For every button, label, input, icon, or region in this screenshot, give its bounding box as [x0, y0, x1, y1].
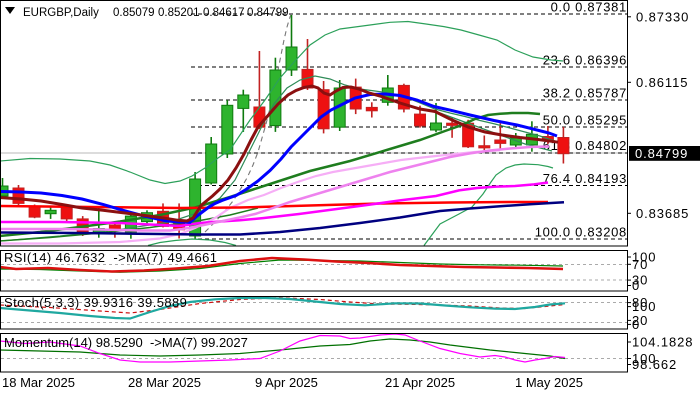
svg-text:0.83685: 0.83685 [636, 206, 689, 221]
svg-text:21 Apr 2025: 21 Apr 2025 [385, 375, 455, 390]
svg-text:23.6 0.86396: 23.6 0.86396 [543, 53, 627, 68]
svg-text:9 Apr 2025: 9 Apr 2025 [255, 375, 318, 390]
svg-text:Momentum(14) 98.5290 ->MA(7): Momentum(14) 98.5290 ->MA(7) 99.2027 [4, 335, 248, 350]
svg-text:1 May 2025: 1 May 2025 [515, 375, 583, 390]
svg-text:100: 100 [632, 299, 656, 314]
svg-text:0.84799: 0.84799 [635, 146, 688, 161]
svg-text:76.4 0.84193: 76.4 0.84193 [543, 171, 627, 186]
svg-text:0: 0 [632, 278, 640, 293]
svg-text:100: 100 [632, 250, 656, 265]
svg-text:38.2 0.85787: 38.2 0.85787 [543, 85, 627, 100]
svg-text:80: 80 [632, 295, 648, 310]
svg-text:28 Mar 2025: 28 Mar 2025 [128, 375, 201, 390]
svg-text:0.0 0.87381: 0.0 0.87381 [551, 0, 627, 14]
svg-text:50.0 0.85295: 50.0 0.85295 [543, 112, 627, 127]
svg-text:0.86115: 0.86115 [636, 75, 688, 90]
svg-text:0: 0 [632, 317, 640, 332]
svg-text:RSI(14) 46.7632 ->MA(7) 49.46: RSI(14) 46.7632 ->MA(7) 49.4661 [4, 250, 217, 265]
svg-text:98.662: 98.662 [632, 357, 677, 372]
svg-text:30: 30 [632, 273, 648, 288]
svg-text:104.1828: 104.1828 [632, 335, 693, 350]
svg-text:100: 100 [632, 351, 656, 366]
svg-text:Stoch(5,3,3) 39.9316 39.5889: Stoch(5,3,3) 39.9316 39.5889 [4, 295, 187, 310]
svg-text:70: 70 [632, 257, 648, 272]
svg-text:18 Mar 2025: 18 Mar 2025 [2, 375, 75, 390]
svg-text:0.87330: 0.87330 [636, 10, 689, 25]
svg-text:20: 20 [632, 313, 648, 328]
svg-text:100.0 0.83208: 100.0 0.83208 [535, 224, 627, 239]
